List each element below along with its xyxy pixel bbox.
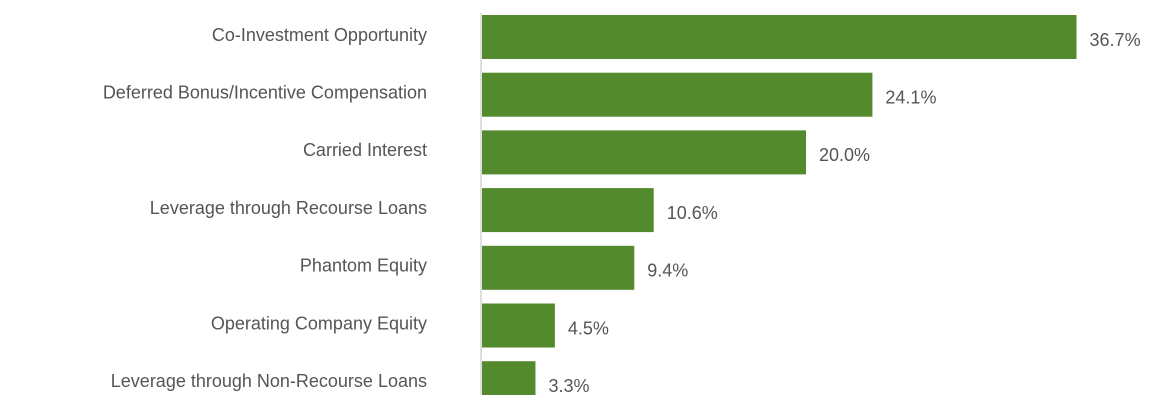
category-labels-group: Co-Investment Opportunity Deferred Bonus/… (103, 25, 427, 391)
category-label: Operating Company Equity (211, 313, 427, 333)
category-label: Co-Investment Opportunity (212, 25, 427, 45)
value-label: 10.6% (667, 203, 718, 223)
category-label: Deferred Bonus/Incentive Compensation (103, 82, 427, 102)
value-label: 3.3% (548, 376, 589, 395)
bar (482, 15, 1077, 59)
category-label: Leverage through Non-Recourse Loans (111, 371, 427, 391)
category-label: Leverage through Recourse Loans (150, 198, 427, 218)
bar (482, 245, 635, 290)
value-label: 36.7% (1090, 30, 1141, 50)
bars-group (482, 15, 1077, 395)
bar (482, 188, 654, 233)
value-labels-group: 36.7% 24.1% 20.0% 10.6% 9.4% 4.5% 3.3% (548, 30, 1140, 395)
value-label: 9.4% (647, 261, 688, 281)
bar (482, 130, 806, 175)
value-label: 24.1% (885, 87, 936, 107)
value-label: 4.5% (568, 318, 609, 338)
bar (482, 361, 536, 395)
category-label: Carried Interest (303, 140, 427, 160)
bar (482, 303, 555, 348)
category-label: Phantom Equity (300, 256, 427, 276)
bar (482, 72, 873, 117)
value-label: 20.0% (819, 145, 870, 165)
